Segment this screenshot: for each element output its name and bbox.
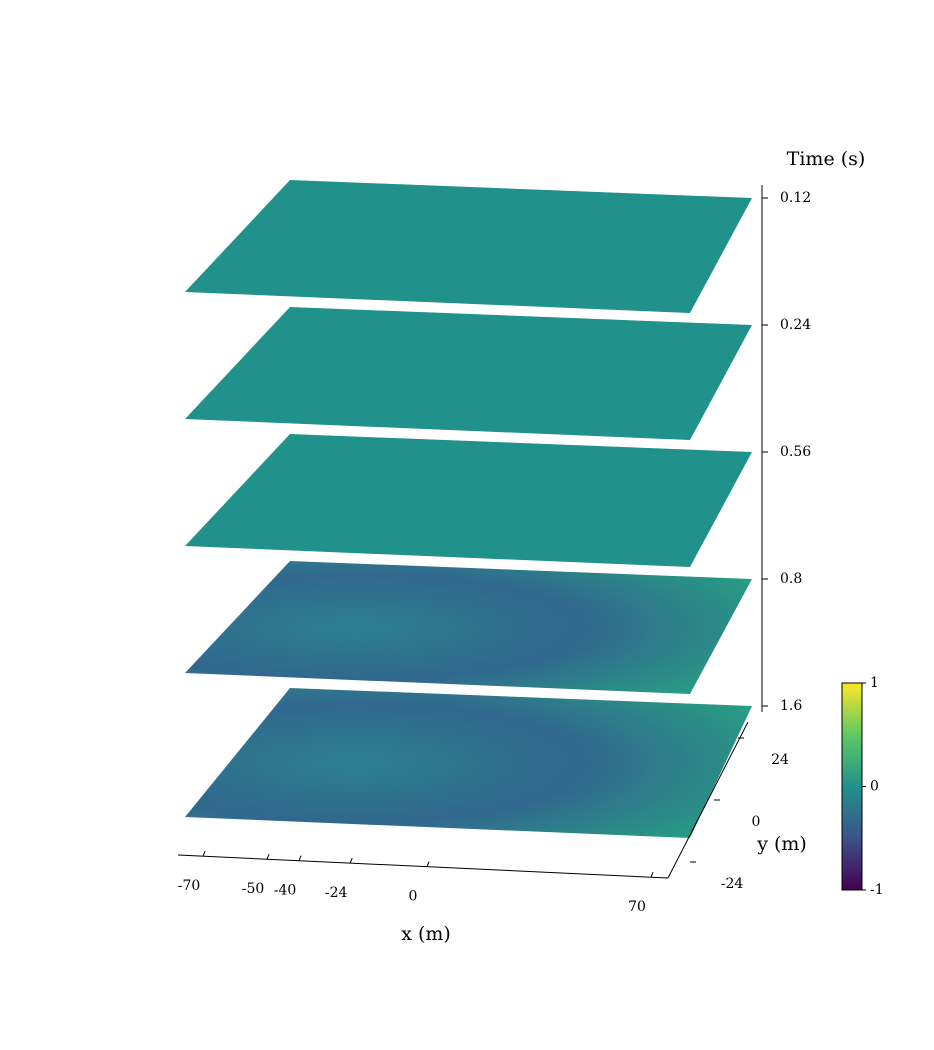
x-tick-label: 70 [628,899,646,915]
x-tick-label: -40 [274,883,297,899]
x-axis [177,854,669,879]
z-tick-label: 0.24 [780,317,811,333]
x-tick-label: 0 [409,889,418,905]
x-tick [266,853,270,860]
slice [185,688,752,838]
x-tick-label: -50 [242,881,265,897]
slice-group [185,180,752,313]
z-axis-label: Time (s) [787,148,866,170]
slice [185,180,752,313]
x-tick [349,857,353,864]
x-tick [298,855,302,861]
slice-group [185,561,752,694]
colorbar-tick-label: 0 [870,779,879,795]
slice-group [185,688,752,838]
y-axis-label: y (m) [756,833,807,855]
slice [185,307,752,440]
colorbar [841,682,863,891]
colorbar-tick-label: 1 [870,675,879,691]
x-tick-label: -70 [178,878,201,894]
z-tick-label: 0.8 [780,571,802,587]
y-tick-label: -24 [721,876,744,892]
colorbar-tick-label: -1 [870,882,884,898]
y-tick-label: 24 [771,752,789,768]
y-tick-label: 0 [752,814,761,830]
x-tick [202,850,206,857]
x-axis-label: x (m) [401,923,451,945]
slice [185,434,752,567]
y-axis [667,721,749,879]
z-tick-label: 1.6 [780,698,802,714]
x-tick-label: -24 [325,885,348,901]
x-tick [426,861,430,867]
slice-group [185,307,752,440]
slice [185,561,752,694]
slice-group [185,434,752,567]
z-tick-label: 0.56 [780,444,811,460]
x-tick [650,872,654,878]
z-tick-label: 0.12 [780,190,811,206]
